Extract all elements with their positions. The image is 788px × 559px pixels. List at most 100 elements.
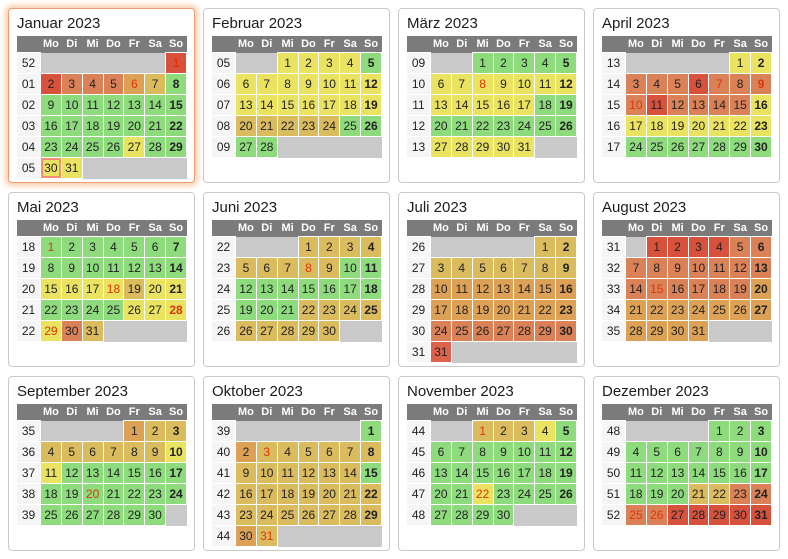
day-cell[interactable]: 20 [235, 115, 257, 137]
day-cell[interactable]: 8 [534, 257, 557, 279]
day-cell[interactable]: 10 [81, 257, 104, 279]
day-cell[interactable]: 27 [750, 299, 772, 321]
day-cell[interactable]: 31 [750, 504, 772, 526]
day-cell[interactable]: 22 [708, 483, 731, 505]
day-cell[interactable]: 23 [555, 299, 577, 321]
day-cell[interactable]: 12 [235, 278, 257, 300]
day-cell[interactable]: 11 [625, 462, 647, 484]
day-cell[interactable]: 6 [750, 236, 772, 258]
day-cell[interactable]: 8 [471, 73, 494, 95]
day-cell[interactable]: 11 [339, 73, 362, 95]
day-cell[interactable]: 3 [165, 420, 187, 442]
day-cell[interactable]: 2 [297, 52, 320, 74]
day-cell[interactable]: 8 [123, 441, 146, 463]
day-cell[interactable]: 4 [339, 52, 362, 74]
day-cell[interactable]: 28 [513, 320, 536, 342]
day-cell[interactable]: 27 [235, 136, 257, 158]
day-cell[interactable]: 29 [360, 504, 382, 526]
day-cell[interactable]: 19 [666, 115, 689, 137]
day-cell[interactable]: 7 [339, 441, 362, 463]
day-cell[interactable]: 1 [297, 236, 320, 258]
day-cell[interactable]: 7 [276, 257, 299, 279]
day-cell[interactable]: 9 [235, 462, 257, 484]
day-cell[interactable]: 24 [165, 483, 187, 505]
day-cell[interactable]: 18 [81, 115, 104, 137]
day-cell[interactable]: 8 [40, 257, 62, 279]
day-cell[interactable]: 29 [471, 136, 494, 158]
day-cell[interactable]: 18 [534, 462, 557, 484]
day-cell[interactable]: 24 [430, 320, 452, 342]
day-cell[interactable]: 26 [102, 136, 125, 158]
day-cell[interactable]: 28 [687, 504, 710, 526]
day-cell[interactable]: 15 [471, 94, 494, 116]
day-cell[interactable]: 11 [534, 73, 557, 95]
day-cell[interactable]: 23 [492, 115, 515, 137]
day-cell[interactable]: 27 [81, 504, 104, 526]
day-cell[interactable]: 19 [297, 483, 320, 505]
day-cell[interactable]: 24 [60, 136, 83, 158]
day-cell[interactable]: 29 [729, 136, 752, 158]
day-cell[interactable]: 1 [471, 420, 494, 442]
day-cell[interactable]: 22 [297, 299, 320, 321]
day-cell[interactable]: 28 [276, 320, 299, 342]
day-cell[interactable]: 24 [513, 483, 536, 505]
day-cell[interactable]: 6 [81, 441, 104, 463]
day-cell[interactable]: 28 [144, 136, 167, 158]
day-cell[interactable]: 11 [102, 257, 125, 279]
day-cell[interactable]: 21 [339, 483, 362, 505]
day-cell[interactable]: 17 [513, 462, 536, 484]
day-cell[interactable]: 15 [471, 462, 494, 484]
day-cell[interactable]: 10 [513, 441, 536, 463]
day-cell[interactable]: 4 [534, 420, 557, 442]
day-cell[interactable]: 25 [534, 483, 557, 505]
day-cell[interactable]: 3 [339, 236, 362, 258]
day-cell[interactable]: 5 [645, 441, 668, 463]
day-cell[interactable]: 16 [235, 483, 257, 505]
day-cell[interactable]: 24 [81, 299, 104, 321]
day-cell[interactable]: 27 [687, 136, 710, 158]
day-cell[interactable]: 5 [666, 73, 689, 95]
day-cell[interactable]: 4 [276, 441, 299, 463]
day-cell[interactable]: 15 [165, 94, 187, 116]
day-cell[interactable]: 27 [144, 299, 167, 321]
day-cell[interactable]: 28 [339, 504, 362, 526]
day-cell[interactable]: 6 [255, 257, 278, 279]
day-cell[interactable]: 11 [360, 257, 382, 279]
day-cell[interactable]: 1 [276, 52, 299, 74]
day-cell[interactable]: 17 [318, 94, 341, 116]
day-cell[interactable]: 4 [645, 73, 668, 95]
day-cell[interactable]: 13 [235, 94, 257, 116]
day-cell[interactable]: 7 [450, 73, 473, 95]
day-cell[interactable]: 3 [255, 441, 278, 463]
day-cell[interactable]: 7 [513, 257, 536, 279]
day-cell[interactable]: 23 [492, 483, 515, 505]
day-cell[interactable]: 21 [165, 278, 187, 300]
day-cell[interactable]: 24 [339, 299, 362, 321]
day-cell[interactable]: 9 [750, 73, 772, 95]
day-cell[interactable]: 5 [471, 257, 494, 279]
day-cell[interactable]: 10 [165, 441, 187, 463]
day-cell[interactable]: 15 [276, 94, 299, 116]
day-cell[interactable]: 7 [708, 73, 731, 95]
day-cell[interactable]: 2 [144, 420, 167, 442]
day-cell[interactable]: 21 [708, 115, 731, 137]
day-cell[interactable]: 12 [729, 257, 752, 279]
day-cell[interactable]: 16 [750, 94, 772, 116]
day-cell[interactable]: 10 [60, 94, 83, 116]
day-cell[interactable]: 12 [555, 73, 577, 95]
day-cell[interactable]: 5 [123, 236, 146, 258]
day-cell[interactable]: 25 [81, 136, 104, 158]
day-cell[interactable]: 21 [625, 299, 647, 321]
day-cell[interactable]: 19 [123, 278, 146, 300]
day-cell[interactable]: 22 [123, 483, 146, 505]
day-cell[interactable]: 16 [318, 278, 341, 300]
day-cell[interactable]: 19 [555, 94, 577, 116]
day-cell[interactable]: 6 [235, 73, 257, 95]
day-cell[interactable]: 12 [102, 94, 125, 116]
day-cell[interactable]: 3 [430, 257, 452, 279]
day-cell[interactable]: 12 [645, 462, 668, 484]
day-cell[interactable]: 22 [534, 299, 557, 321]
day-cell[interactable]: 15 [729, 94, 752, 116]
day-cell[interactable]: 7 [255, 73, 278, 95]
day-cell[interactable]: 3 [750, 420, 772, 442]
